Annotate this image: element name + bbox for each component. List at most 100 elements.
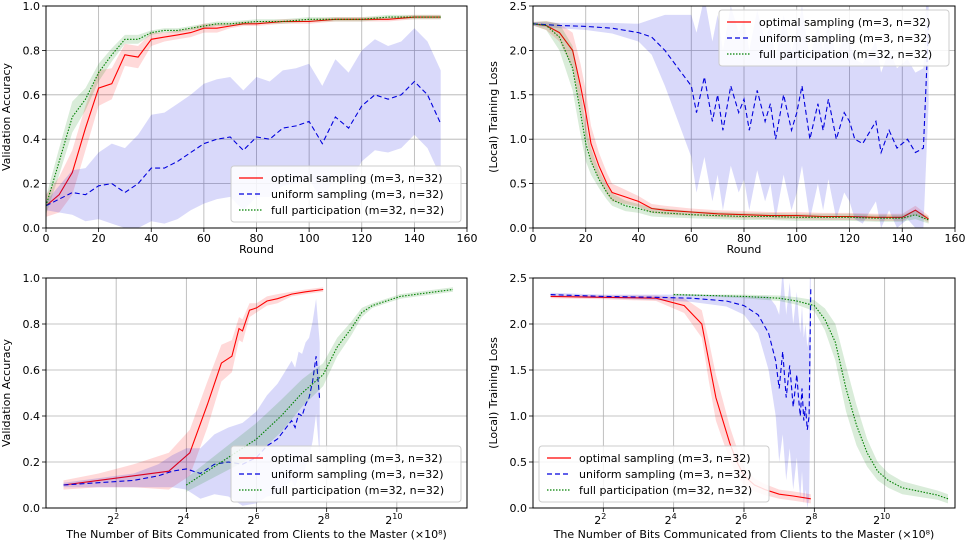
legend-box xyxy=(538,445,770,503)
x-tick-label: 24 xyxy=(177,512,189,527)
x-tick-label: 80 xyxy=(250,232,264,245)
legend: optimal sampling (m=3, n=32) uniform samp… xyxy=(718,9,950,67)
x-tick-label: 24 xyxy=(665,512,677,527)
y-tick-label: 1.0 xyxy=(23,0,41,13)
x-tick-label: 100 xyxy=(786,232,807,245)
x-tick-label: 20 xyxy=(579,232,593,245)
x-axis-label: The Number of Bits Communicated from Cli… xyxy=(553,528,935,541)
x-axis-label: The Number of Bits Communicated from Cli… xyxy=(65,528,447,541)
x-tick-label: 40 xyxy=(632,232,646,245)
legend-label-optimal: optimal sampling (m=3, n=32) xyxy=(271,172,443,185)
x-tick-label: 26 xyxy=(735,512,747,527)
series-2-band xyxy=(550,278,811,508)
legend: optimal sampling (m=3, n=32) uniform samp… xyxy=(538,445,770,503)
y-tick-label: 0.4 xyxy=(23,133,41,146)
x-tick-label: 80 xyxy=(737,232,751,245)
series-1-band xyxy=(533,21,929,223)
series-1-line xyxy=(46,16,441,207)
y-tick-label: 1.0 xyxy=(510,133,528,146)
legend-label-uniform: uniform sampling (m=3, n=32) xyxy=(271,468,444,481)
y-tick-label: 0.4 xyxy=(23,410,41,423)
chart-1: 0.0 0.2 0.4 0.6 0.8 1.0 0 20 40 60 80 100 120 140 160 R… xyxy=(0,0,478,256)
x-tick-label: 160 xyxy=(945,232,966,245)
y-tick-label: 2.0 xyxy=(510,318,528,331)
y-tick-label: 0.5 xyxy=(510,178,528,191)
x-tick-label: 210 xyxy=(873,512,890,527)
series-2-line xyxy=(533,23,930,155)
y-tick-label: 1.5 xyxy=(510,89,528,102)
legend-label-full: full participation (m=32, n=32) xyxy=(271,204,444,217)
y-tick-label: 0.2 xyxy=(23,178,41,191)
y-tick-label: 0.0 xyxy=(23,222,41,235)
y-tick-label: 0.8 xyxy=(23,44,41,57)
x-tick-label: 0 xyxy=(530,232,537,245)
y-tick-label: 0.5 xyxy=(510,456,528,469)
plot-area xyxy=(550,278,949,508)
x-tick-label: 28 xyxy=(805,512,817,527)
y-tick-label: 2.5 xyxy=(510,272,528,285)
legend-label-full: full participation (m=32, n=32) xyxy=(759,48,932,61)
axes-frame xyxy=(532,5,956,229)
y-tick-label: 2.0 xyxy=(510,44,528,57)
legend-box xyxy=(230,165,462,223)
y-axis-label: Validation Accuracy xyxy=(0,338,13,447)
y-tick-label: 0.6 xyxy=(23,89,41,102)
legend: optimal sampling (m=3, n=32) uniform samp… xyxy=(230,445,462,503)
y-tick-label: 0.0 xyxy=(510,502,528,515)
x-tick-label: 60 xyxy=(684,232,698,245)
y-tick-label: 2.5 xyxy=(510,0,528,13)
series-2-line xyxy=(63,356,321,486)
axes-frame xyxy=(45,277,468,509)
series-1-band xyxy=(63,287,324,490)
series-1-line xyxy=(63,288,324,486)
series-1-line xyxy=(550,295,811,500)
y-tick-label: 1.0 xyxy=(23,272,41,285)
axes-frame xyxy=(532,277,956,509)
y-axis-label: (Local) Training Loss xyxy=(487,61,500,173)
legend-label-full: full participation (m=32, n=32) xyxy=(271,484,444,497)
y-tick-label: 0.8 xyxy=(23,318,41,331)
legend-label-optimal: optimal sampling (m=3, n=32) xyxy=(271,452,443,465)
x-tick-label: 22 xyxy=(594,512,606,527)
x-tick-label: 140 xyxy=(892,232,913,245)
y-axis-label: (Local) Training Loss xyxy=(487,337,500,449)
x-axis-label: Round xyxy=(239,243,274,256)
series-1-line xyxy=(533,23,929,220)
x-tick-label: 28 xyxy=(318,512,330,527)
series-2-line xyxy=(46,80,442,207)
series-3-line xyxy=(185,288,454,486)
chart-2: 0.0 0.5 1.0 1.5 2.0 2.5 0 20 40 60 80 100 120 140 160 R… xyxy=(487,0,966,256)
series-2-line xyxy=(550,287,812,430)
y-tick-label: 1.0 xyxy=(510,410,528,423)
x-tick-label: 60 xyxy=(197,232,211,245)
legend-label-optimal: optimal sampling (m=3, n=32) xyxy=(579,452,751,465)
legend: optimal sampling (m=3, n=32) uniform samp… xyxy=(230,165,462,223)
axes-frame xyxy=(45,5,468,229)
series-3-line xyxy=(673,294,949,500)
legend-label-full: full participation (m=32, n=32) xyxy=(579,484,752,497)
legend-label-optimal: optimal sampling (m=3, n=32) xyxy=(759,16,931,29)
x-tick-label: 20 xyxy=(92,232,106,245)
legend-box xyxy=(718,9,950,67)
x-tick-label: 120 xyxy=(839,232,860,245)
x-tick-label: 26 xyxy=(247,512,259,527)
y-tick-label: 1.5 xyxy=(510,364,528,377)
y-tick-label: 0.0 xyxy=(23,502,41,515)
x-tick-label: 100 xyxy=(299,232,320,245)
x-tick-label: 22 xyxy=(107,512,119,527)
x-tick-label: 0 xyxy=(43,232,50,245)
y-axis-label: Validation Accuracy xyxy=(0,62,13,171)
y-tick-label: 0.0 xyxy=(510,222,528,235)
series-3-line xyxy=(46,16,441,206)
x-tick-label: 210 xyxy=(385,512,402,527)
x-tick-label: 140 xyxy=(404,232,425,245)
x-tick-label: 160 xyxy=(457,232,478,245)
legend-label-uniform: uniform sampling (m=3, n=32) xyxy=(759,32,932,45)
y-tick-label: 0.6 xyxy=(23,364,41,377)
series-3-band xyxy=(186,287,454,492)
x-axis-label: Round xyxy=(727,243,762,256)
legend-box xyxy=(230,445,462,503)
